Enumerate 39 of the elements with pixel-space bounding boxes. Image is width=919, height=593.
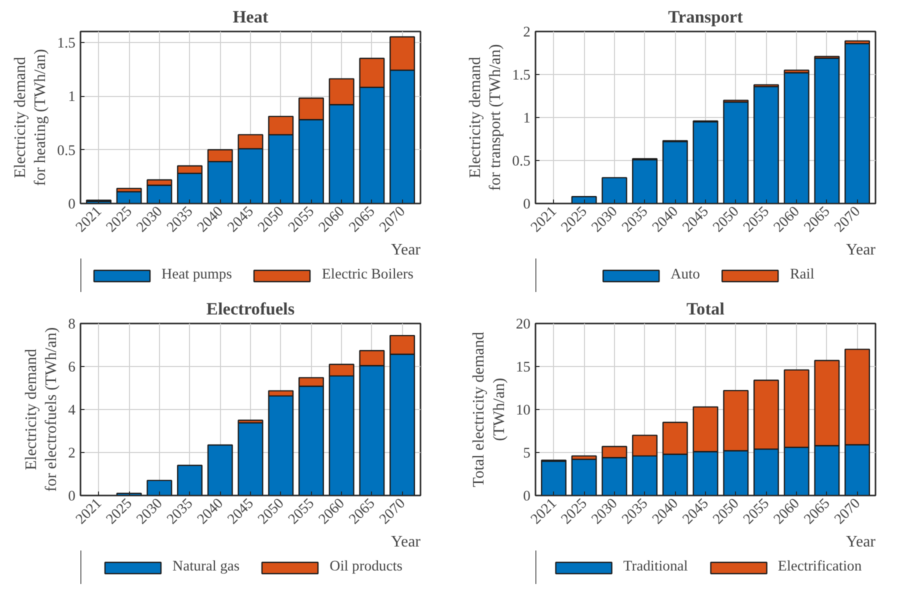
x-axis-title: Year (391, 242, 422, 258)
y-tick-label: 0.5 (57, 142, 76, 159)
chart-title: Heat (232, 8, 269, 26)
y-tick-label: 0 (68, 196, 76, 212)
chart-title: Total (686, 300, 725, 318)
y-tick-label: 2 (68, 446, 76, 462)
legend-label: Electrification (778, 558, 862, 576)
y-axis-title: Electricity demand for transport (TWh/an) (466, 44, 504, 191)
y-tick-label: 1.5 (57, 35, 76, 52)
y-tick-label: 8 (68, 316, 76, 332)
y-tick-label: 0 (523, 196, 530, 212)
y-tick-label: 1 (523, 110, 530, 126)
y-tick-label: 1 (68, 89, 76, 105)
y-tick-label: 10 (516, 402, 530, 418)
legend-label: Traditional (623, 558, 688, 576)
legend-label: Heat pumps (162, 266, 232, 284)
y-tick-label: 6 (68, 360, 76, 376)
x-axis-title: Year (391, 534, 422, 550)
legend-label: Rail (790, 266, 814, 284)
y-tick-label: 15 (516, 360, 530, 376)
legend-label: Natural gas (172, 558, 240, 576)
legend-label: Electric Boilers (322, 266, 414, 284)
y-tick-label: 1.5 (512, 68, 531, 84)
y-tick-label: 20 (516, 316, 530, 332)
y-tick-label: 0 (68, 488, 76, 504)
y-tick-label: 0 (523, 488, 530, 504)
legend-label: Auto (670, 266, 700, 284)
y-tick-label: 5 (523, 446, 530, 462)
chart-title: Transport (668, 8, 744, 26)
y-tick-label: 0.5 (512, 154, 531, 170)
y-axis-title: Electricity demand for electrofuels (TWh/an) (22, 327, 60, 492)
y-axis-title: Electricity demand for heating (TWh/an) (12, 49, 50, 186)
x-axis-title: Year (846, 534, 876, 550)
x-axis-title: Year (846, 242, 876, 258)
legend-label: Oil products (330, 558, 403, 576)
y-tick-label: 2 (523, 24, 530, 40)
chart-title: Electrofuels (206, 300, 295, 318)
y-axis-title: Total electricity demand (TWh/an) (470, 332, 508, 488)
y-tick-label: 4 (68, 402, 76, 418)
